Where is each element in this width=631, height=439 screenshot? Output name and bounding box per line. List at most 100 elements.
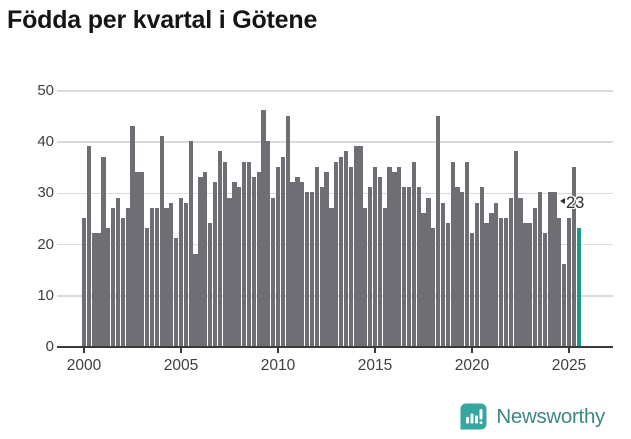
- x-axis-tick-label: 2025: [551, 357, 587, 374]
- bar: [484, 223, 489, 346]
- bar: [266, 141, 271, 346]
- annotation-text: 23: [566, 194, 585, 212]
- bar: [256, 171, 261, 346]
- bar: [431, 228, 436, 346]
- bar: [305, 192, 310, 346]
- bar: [518, 197, 523, 346]
- bar: [460, 192, 465, 346]
- x-axis-tick: [83, 348, 85, 353]
- bar: [353, 146, 358, 346]
- gridline: [57, 90, 613, 92]
- bar: [144, 228, 150, 346]
- bar-highlighted: [576, 228, 581, 346]
- bar: [562, 264, 567, 346]
- gridline: [57, 141, 613, 143]
- bar: [440, 202, 446, 346]
- bar: [241, 161, 247, 346]
- bar: [193, 253, 198, 346]
- bar: [523, 223, 528, 346]
- bar: [96, 233, 101, 346]
- bar: [314, 166, 319, 346]
- bar: [135, 171, 140, 346]
- bar: [537, 192, 543, 346]
- x-axis-tick: [277, 348, 279, 353]
- newsworthy-chart-bubble-icon: [460, 403, 487, 430]
- bar: [508, 197, 513, 346]
- bar: [513, 151, 518, 346]
- y-axis-tick-label: 20: [37, 235, 54, 253]
- x-axis-tick-label: 2020: [454, 357, 490, 374]
- bar: [571, 166, 576, 346]
- bar: [479, 187, 484, 346]
- bar: [295, 177, 300, 346]
- bar: [120, 218, 125, 346]
- bar: [86, 146, 91, 346]
- bar: [435, 115, 441, 346]
- bar: [416, 187, 421, 346]
- bar: [275, 166, 281, 346]
- bar: [547, 192, 552, 346]
- bar: [387, 166, 392, 346]
- bar: [198, 177, 203, 346]
- bar: [324, 171, 329, 346]
- bar: [140, 171, 145, 346]
- bar: [91, 233, 96, 346]
- bar: [319, 187, 324, 346]
- bar: [251, 177, 256, 346]
- bar: [348, 166, 353, 346]
- bar: [164, 207, 169, 346]
- bar: [169, 202, 174, 346]
- bar: [237, 187, 242, 346]
- bar: [445, 223, 450, 346]
- bar: [188, 141, 193, 346]
- bar: [290, 182, 295, 346]
- x-axis-tick: [471, 348, 473, 353]
- bar: [261, 110, 266, 346]
- bar: [450, 161, 455, 346]
- bar: [125, 207, 130, 346]
- bar: [101, 156, 106, 346]
- annotation-arrow-icon: [560, 198, 565, 204]
- bar: [532, 207, 538, 346]
- bar: [232, 182, 237, 346]
- bar: [338, 156, 344, 346]
- bar: [392, 171, 397, 346]
- bar: [271, 197, 276, 346]
- bar: [183, 202, 188, 346]
- bar: [208, 223, 213, 346]
- x-axis-tick-label: 2015: [357, 357, 393, 374]
- bar: [377, 177, 382, 346]
- bar: [149, 207, 155, 346]
- bar: [222, 161, 227, 346]
- x-axis-line: [57, 346, 613, 348]
- y-axis-tick-label: 0: [45, 338, 54, 355]
- bar: [300, 182, 305, 346]
- bar: [528, 223, 533, 346]
- bar: [368, 187, 373, 346]
- bar: [402, 187, 407, 346]
- x-axis-tick-label: 2005: [163, 357, 199, 374]
- x-axis-tick: [374, 348, 376, 353]
- bar: [489, 212, 494, 346]
- bar: [227, 197, 232, 346]
- x-axis-tick-label: 2000: [66, 357, 102, 374]
- bar: [212, 182, 218, 346]
- bar: [358, 146, 363, 346]
- bar: [474, 202, 479, 346]
- bar: [494, 202, 499, 346]
- chart-plot-area: 2000 2005 2010 2015 2020 2025 0 10 20 30 40 50 23: [37, 82, 613, 374]
- newsworthy-logo-text: Newsworthy: [496, 404, 605, 428]
- bar: [334, 161, 339, 346]
- bar: [81, 218, 87, 346]
- y-axis-tick-label: 10: [37, 286, 54, 304]
- newsworthy-branding: Newsworthy: [459, 402, 605, 431]
- bar: [106, 228, 111, 346]
- bar: [174, 238, 179, 346]
- bar: [285, 115, 290, 346]
- bar: [397, 166, 402, 346]
- bar: [309, 192, 315, 346]
- bar: [363, 207, 368, 346]
- bar: [130, 125, 135, 346]
- bar: [542, 233, 547, 346]
- bar: [499, 218, 504, 346]
